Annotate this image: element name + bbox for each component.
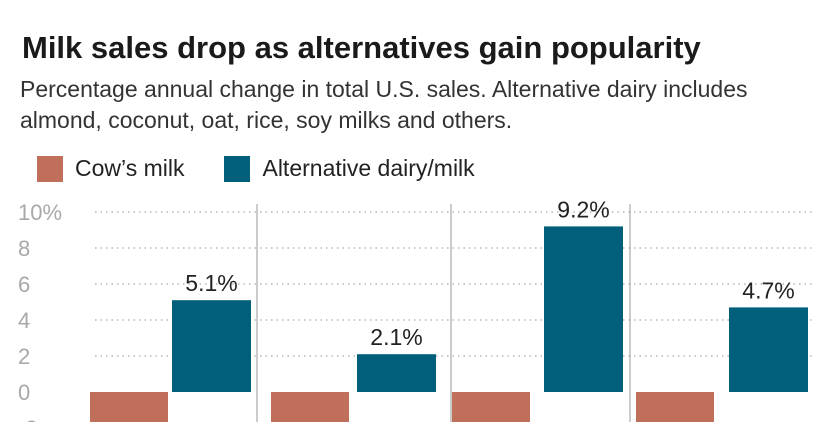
legend-swatch-cow (37, 155, 63, 182)
chart-title: Milk sales drop as alternatives gain pop… (22, 30, 701, 65)
bar-cow (452, 392, 530, 422)
y-tick-label: 6 (18, 272, 30, 297)
bar-value-label: 4.7% (742, 277, 794, 303)
y-tick-label: 4 (18, 308, 30, 333)
bar-cow (90, 392, 168, 422)
y-tick-label: 8 (18, 236, 30, 261)
legend-swatch-alt (224, 155, 251, 182)
y-tick-label: -2 (18, 416, 38, 422)
bar-alt (544, 226, 623, 392)
bar-cow (271, 392, 349, 422)
bar-alt (172, 300, 251, 392)
y-tick-label: 2 (18, 344, 30, 369)
y-tick-label: 10% (18, 200, 62, 225)
legend-label-alt: Alternative dairy/milk (262, 155, 475, 181)
legend: Cow’s milk Alternative dairy/milk (37, 155, 515, 182)
bar-alt (357, 354, 436, 392)
chart-subtitle: Percentage annual change in total U.S. s… (20, 76, 748, 133)
bar-alt (729, 307, 808, 392)
y-tick-label: 0 (18, 380, 30, 405)
legend-label-cow: Cow’s milk (75, 155, 185, 181)
legend-item-cow: Cow’s milk (37, 155, 184, 182)
legend-item-alt: Alternative dairy/milk (224, 155, 475, 182)
bar-cow (636, 392, 714, 422)
bar-value-label: 2.1% (370, 324, 422, 350)
bar-value-label: 5.1% (185, 270, 237, 296)
bar-value-label: 9.2% (557, 196, 609, 222)
